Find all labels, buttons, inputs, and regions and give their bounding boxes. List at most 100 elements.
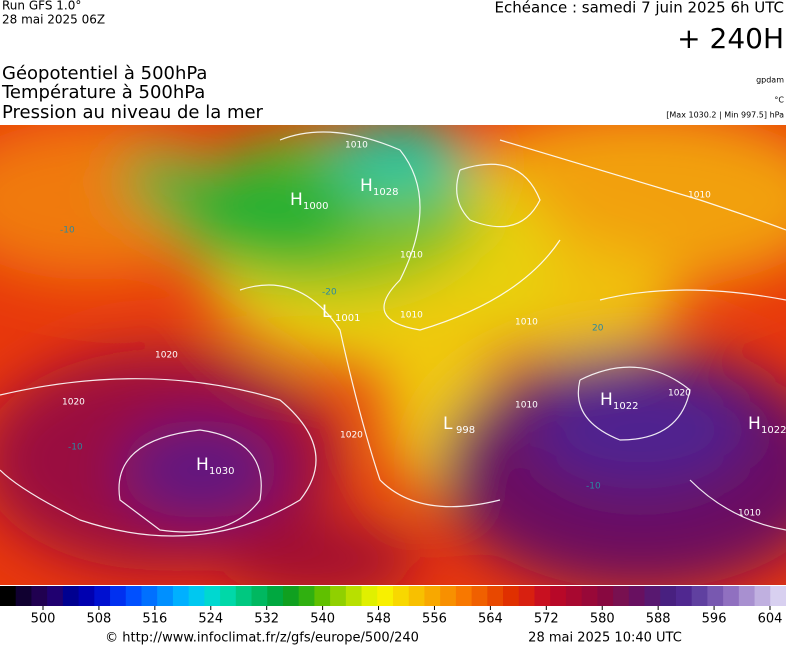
colorbar-cell	[503, 586, 520, 606]
colorbar-cell	[675, 586, 693, 606]
echeance: Echéance : samedi 7 juin 2025 6h UTC	[495, 0, 784, 17]
colorbar-cell	[47, 586, 64, 606]
colorbar-cell	[723, 586, 740, 606]
colorbar-tick-label: 580	[590, 612, 615, 627]
center-value: 998	[456, 425, 475, 436]
colorbar-tick-label: 556	[422, 612, 447, 627]
isoline-label: 1010	[515, 401, 538, 411]
isoline-label: 1020	[668, 389, 691, 399]
center-letter: L	[322, 302, 332, 322]
colorbar-cell	[330, 586, 347, 606]
isoline-label: -10	[60, 226, 75, 236]
colorbar-cell	[251, 586, 268, 606]
colorbar-cell	[345, 586, 363, 606]
unit-hpa: [Max 1030.2 | Min 997.5] hPa	[666, 111, 784, 120]
colorbar-cell	[188, 586, 205, 606]
lead-time: + 240H	[677, 22, 784, 55]
colorbar-cell	[204, 586, 221, 606]
isoline-label: -10	[586, 482, 601, 492]
colorbar-tick-label: 548	[366, 612, 391, 627]
colorbar-cell	[644, 586, 661, 606]
center-value: 1001	[335, 313, 360, 324]
isoline-label: 1010	[688, 191, 711, 201]
colorbar-cell	[660, 586, 677, 606]
isoline-label: 1010	[400, 311, 423, 321]
center-letter: H	[600, 390, 613, 410]
footer-date: 28 mai 2025 10:40 UTC	[528, 631, 682, 646]
colorbar-cell	[534, 586, 551, 606]
colorbar-cell	[471, 586, 488, 606]
colorbar-cell	[424, 586, 441, 606]
colorbar-cell	[172, 586, 190, 606]
unit-gpdam: gpdam	[756, 76, 784, 85]
colorbar-tick-label: 540	[310, 612, 335, 627]
center-letter: H	[360, 176, 373, 196]
center-value: 1028	[373, 187, 398, 198]
colorbar-cell	[361, 586, 378, 606]
colorbar-cell	[282, 586, 300, 606]
center-value: 1030	[209, 466, 234, 477]
colorbar-cell	[691, 586, 708, 606]
colorbar-cell	[314, 586, 331, 606]
center-letter: L	[443, 414, 453, 434]
colorbar-cell	[408, 586, 425, 606]
colorbar-cell	[518, 586, 535, 606]
center-value: 1022	[761, 425, 786, 436]
colorbar-cell	[754, 586, 771, 606]
colorbar-cell	[738, 586, 756, 606]
isoline-label: -10	[68, 443, 83, 453]
colorbar-tick-label: 588	[646, 612, 671, 627]
isoline-label: 1020	[62, 398, 85, 408]
colorbar-cell	[298, 586, 315, 606]
isoline-label: 1010	[738, 509, 761, 519]
isoline-label: 1020	[155, 351, 178, 361]
colorbar-cell	[707, 586, 724, 606]
colorbar-cell	[267, 586, 284, 606]
colorbar-tick-label: 604	[758, 612, 783, 627]
colorbar-tick-label: 564	[478, 612, 503, 627]
center-value: 1000	[303, 201, 328, 212]
colorbar-tick-label: 524	[198, 612, 223, 627]
colorbar-cell	[377, 586, 394, 606]
colorbar-cell	[393, 586, 410, 606]
colorbar-cell	[770, 586, 786, 606]
colorbar-cell	[597, 586, 614, 606]
colorbar-cell	[62, 586, 80, 606]
colorbar-cell	[125, 586, 142, 606]
colorbar-cell	[78, 586, 95, 606]
colorbar-cell	[455, 586, 473, 606]
colorbar-tick-label: 508	[87, 612, 112, 627]
colorbar-cell	[487, 586, 504, 606]
run-label: Run GFS 1.0°	[2, 0, 81, 13]
colorbar-cell	[628, 586, 646, 606]
colorbar-cell	[440, 586, 457, 606]
colorbar-tick-label: 500	[31, 612, 56, 627]
footer-url: © http://www.infoclimat.fr/z/gfs/europe/…	[105, 631, 419, 646]
colorbar-cell	[157, 586, 174, 606]
colorbar-tick-label: 516	[142, 612, 167, 627]
isoline-label: 1010	[515, 318, 538, 328]
isoline-label: 1020	[340, 431, 363, 441]
center-letter: H	[748, 414, 761, 434]
colorbar-cell	[613, 586, 630, 606]
unit-celsius: °C	[774, 96, 784, 105]
colorbar-cell	[581, 586, 598, 606]
isoline-label: 1010	[400, 251, 423, 261]
center-letter: H	[196, 455, 209, 475]
colorbar-cell	[235, 586, 253, 606]
isoline-label: 20	[592, 324, 604, 334]
colorbar-cell	[110, 586, 127, 606]
run-date: 28 mai 2025 06Z	[2, 13, 105, 27]
title-temperature: Température à 500hPa	[1, 82, 205, 103]
colorbar-tick-label: 532	[254, 612, 279, 627]
colorbar-cell	[15, 586, 32, 606]
colorbar-cell	[220, 586, 237, 606]
isoline-label: 1010	[345, 141, 368, 151]
isoline-label: -20	[322, 288, 337, 298]
colorbar-tick-label: 572	[534, 612, 559, 627]
center-letter: H	[290, 190, 303, 210]
colorbar-cell	[94, 586, 111, 606]
center-value: 1022	[613, 401, 638, 412]
